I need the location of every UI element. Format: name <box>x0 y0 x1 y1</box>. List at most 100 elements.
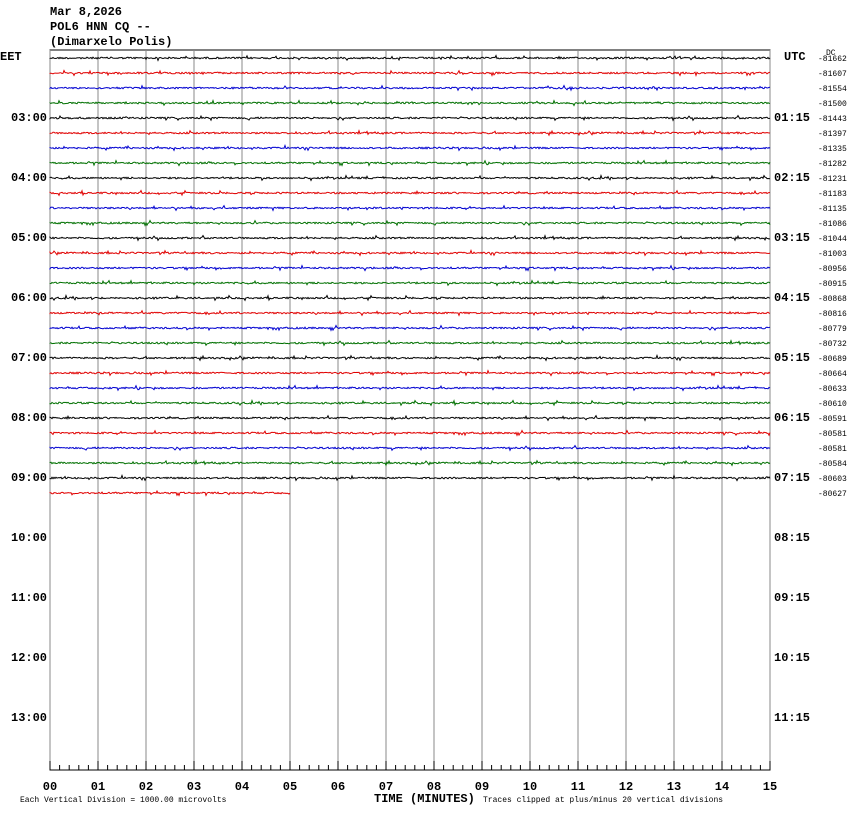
x-tick-label: 09 <box>475 780 489 794</box>
trace-offset: -81397 <box>818 130 847 139</box>
trace-offset: -81662 <box>818 55 847 64</box>
right-hour: 07:15 <box>774 471 810 485</box>
trace-offset: -80591 <box>818 415 847 424</box>
trace-offset: -81231 <box>818 175 847 184</box>
trace <box>49 264 771 272</box>
left-zone: EET <box>0 50 22 64</box>
right-hour: 09:15 <box>774 591 810 605</box>
trace <box>49 384 771 392</box>
date: Mar 8,2026 <box>50 5 122 19</box>
x-tick-label: 05 <box>283 780 297 794</box>
trace-offset: -80584 <box>818 460 847 469</box>
trace <box>49 279 771 287</box>
trace-offset: -80956 <box>818 265 847 274</box>
trace <box>49 459 771 467</box>
right-hour: 06:15 <box>774 411 810 425</box>
trace-offset: -81003 <box>818 250 847 259</box>
trace <box>49 143 771 152</box>
right-hour: 04:15 <box>774 291 810 305</box>
x-tick-label: 04 <box>235 780 249 794</box>
trace <box>49 339 771 347</box>
trace <box>49 84 771 92</box>
trace-offset: -80581 <box>818 430 847 439</box>
left-hour: 03:00 <box>11 111 47 125</box>
trace-offset: -81135 <box>818 205 847 214</box>
x-tick-label: 13 <box>667 780 681 794</box>
clip-note: Traces clipped at plus/minus 20 vertical… <box>483 796 723 805</box>
trace <box>49 473 771 482</box>
station: POL6 HNN CQ -- <box>50 20 151 34</box>
dc-label: DC <box>826 49 836 58</box>
trace <box>49 429 771 437</box>
trace-offset: -80664 <box>818 370 847 379</box>
left-hour: 10:00 <box>11 531 47 545</box>
trace <box>49 309 771 317</box>
x-tick-label: 07 <box>379 780 393 794</box>
trace <box>49 69 771 78</box>
right-hour: 08:15 <box>774 531 810 545</box>
x-tick-label: 14 <box>715 780 729 794</box>
location: (Dimarxelo Polis) <box>50 35 172 49</box>
right-zone: UTC <box>784 50 806 64</box>
trace <box>49 444 771 452</box>
x-tick-label: 02 <box>139 780 153 794</box>
left-hour: 08:00 <box>11 411 47 425</box>
scale-note: Each Vertical Division = 1000.00 microvo… <box>20 796 227 805</box>
axis-title: TIME (MINUTES) <box>374 792 475 806</box>
left-hour: 07:00 <box>11 351 47 365</box>
trace <box>49 99 771 107</box>
trace <box>49 219 771 227</box>
trace-offset: -81500 <box>818 100 847 109</box>
x-tick-label: 00 <box>43 780 57 794</box>
right-hour: 10:15 <box>774 651 810 665</box>
right-hour: 05:15 <box>774 351 810 365</box>
trace-offset: -80732 <box>818 340 847 349</box>
left-hour: 09:00 <box>11 471 47 485</box>
trace <box>49 248 771 257</box>
x-tick-label: 08 <box>427 780 441 794</box>
trace <box>49 399 771 407</box>
trace-offset: -81086 <box>818 220 847 229</box>
x-tick-label: 01 <box>91 780 105 794</box>
x-tick-label: 12 <box>619 780 633 794</box>
trace <box>49 414 771 422</box>
right-hour: 01:15 <box>774 111 810 125</box>
left-hour: 11:00 <box>11 591 47 605</box>
trace-offset: -81044 <box>818 235 847 244</box>
trace <box>49 353 771 362</box>
right-hour: 02:15 <box>774 171 810 185</box>
trace <box>49 234 771 242</box>
trace-offset: -80816 <box>818 310 847 319</box>
trace <box>49 129 771 137</box>
left-hour: 05:00 <box>11 231 47 245</box>
left-hour: 06:00 <box>11 291 47 305</box>
right-hour: 11:15 <box>774 711 810 725</box>
trace-offset: -81282 <box>818 160 847 169</box>
trace-offset: -80868 <box>818 295 847 304</box>
trace-offset: -80627 <box>818 490 847 499</box>
trace <box>49 159 771 167</box>
trace-offset: -80779 <box>818 325 847 334</box>
trace-offset: -80610 <box>818 400 847 409</box>
trace <box>49 324 771 332</box>
left-hour: 12:00 <box>11 651 47 665</box>
x-tick-label: 15 <box>763 780 777 794</box>
trace-offset: -80633 <box>818 385 847 394</box>
trace-offset: -81554 <box>818 85 847 94</box>
trace-offset: -81443 <box>818 115 847 124</box>
trace-offset: -80581 <box>818 445 847 454</box>
trace-offset: -81183 <box>818 190 847 199</box>
right-hour: 03:15 <box>774 231 810 245</box>
x-tick-label: 11 <box>571 780 585 794</box>
trace <box>49 54 771 62</box>
trace <box>49 294 771 302</box>
trace <box>49 369 771 377</box>
trace <box>49 114 771 122</box>
trace <box>49 204 771 212</box>
trace-offset: -80603 <box>818 475 847 484</box>
x-tick-label: 06 <box>331 780 345 794</box>
trace <box>49 174 771 182</box>
x-tick-label: 03 <box>187 780 201 794</box>
